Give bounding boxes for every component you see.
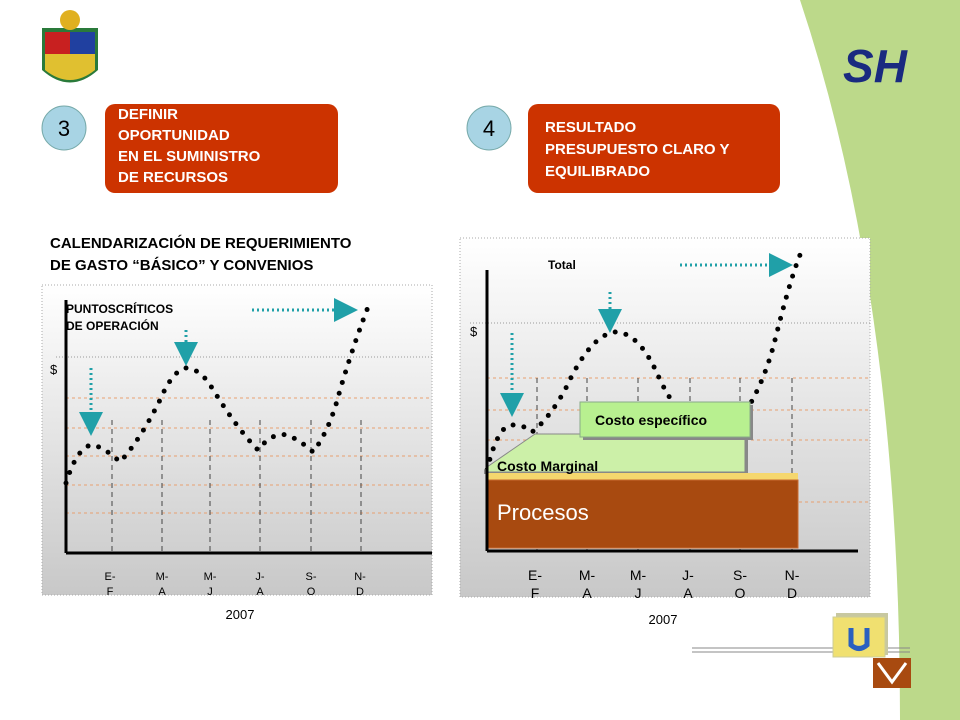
year: 2007 [226, 607, 255, 622]
x-label: J [207, 586, 213, 598]
x-label: M- [156, 571, 169, 583]
x-label: J- [255, 571, 265, 583]
step-text: DEFINIR [118, 106, 178, 123]
step-text: RESULTADO [545, 119, 636, 136]
x-label: E- [528, 567, 542, 583]
step-number: 4 [483, 116, 495, 141]
left-title: DE GASTO “BÁSICO” Y CONVENIOS [50, 257, 313, 274]
step-circle [466, 105, 512, 151]
x-label: S- [306, 571, 317, 583]
x-label: J [635, 585, 642, 601]
specific-layer [579, 401, 751, 438]
x-label: A [158, 586, 166, 598]
x-label: A [256, 586, 264, 598]
x-label: D [787, 585, 797, 601]
return-button[interactable] [832, 613, 888, 658]
x-label: O [735, 585, 746, 601]
y-label: $ [470, 324, 478, 339]
x-label: A [683, 585, 693, 601]
x-label: D [356, 586, 364, 598]
step-box [105, 104, 338, 193]
layer-label: Costo específico [595, 412, 707, 428]
right-x-labels: E- F M- A M- J J- A S- O N- D [528, 567, 800, 601]
left-title: CALENDARIZACIÓN DE REQUERIMIENTO [50, 234, 352, 252]
step-number: 3 [58, 116, 70, 141]
step-text: EQUILIBRADO [545, 163, 650, 180]
annotation: DE OPERACIÓN [66, 318, 159, 333]
x-label: E- [105, 571, 116, 583]
x-label: O [307, 586, 316, 598]
total-label: Total [548, 258, 576, 272]
step-text: PRESUPUESTO CLARO Y [545, 141, 729, 158]
layer-label: Costo Marginal [497, 458, 598, 474]
next-button[interactable] [873, 658, 911, 688]
x-label: F [107, 586, 114, 598]
step-text: EN EL SUMINISTRO [118, 148, 261, 165]
right-chart [459, 237, 871, 598]
layer-label: Procesos [497, 500, 589, 525]
x-label: M- [579, 567, 596, 583]
step-4: 4 RESULTADO PRESUPUESTO CLARO Y EQUILIBR… [466, 104, 780, 193]
x-label: F [531, 585, 540, 601]
step-text: OPORTUNIDAD [118, 127, 230, 144]
y-label: $ [50, 362, 58, 377]
logo-text: SH [843, 40, 908, 92]
x-label: N- [354, 571, 366, 583]
step-box [528, 104, 780, 193]
x-label: M- [204, 571, 217, 583]
sh-logo: SH [843, 40, 908, 92]
x-label: A [582, 585, 592, 601]
annotation: PUNTOSCRÍTICOS [66, 301, 173, 316]
left-chart [41, 284, 433, 596]
x-label: N- [785, 567, 800, 583]
coat-of-arms [42, 10, 98, 83]
x-label: J- [682, 567, 694, 583]
step-circle [41, 105, 87, 151]
green-band [800, 0, 960, 720]
yellow-band [487, 473, 798, 481]
x-label: M- [630, 567, 647, 583]
x-label: S- [733, 567, 747, 583]
left-x-labels: E- F M- A M- J J- A S- O N- D [105, 571, 367, 598]
step-text: DE RECURSOS [118, 169, 228, 186]
process-layer [486, 479, 799, 549]
step-3: 3 DEFINIR OPORTUNIDAD EN EL SUMINISTRO D… [41, 104, 338, 193]
year: 2007 [649, 612, 678, 627]
